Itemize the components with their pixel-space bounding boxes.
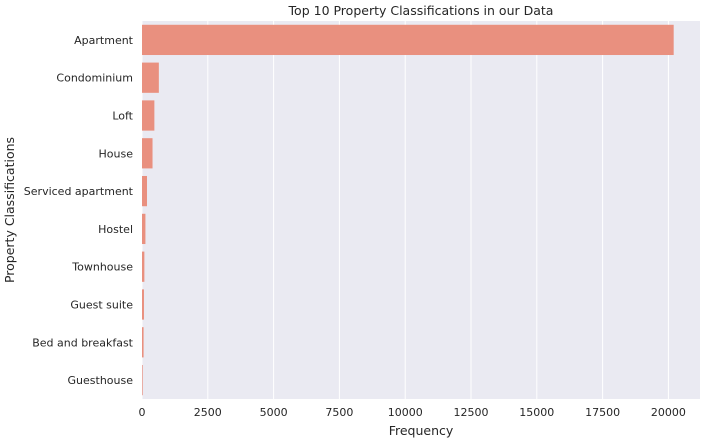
x-tick-label: 0 [139,406,146,419]
bar [142,24,674,56]
y-tick-label: Guesthouse [68,374,134,387]
bar [142,251,145,282]
x-tick-label: 10000 [388,406,423,419]
x-tick-label: 12500 [454,406,489,419]
bar [142,213,146,245]
bar [142,100,155,131]
y-tick-label: House [99,147,134,160]
y-tick-label: Hostel [98,223,133,236]
y-tick-label: Condominium [56,72,133,85]
y-tick-label: Guest suite [70,299,133,312]
chart-title: Top 10 Property Classifications in our D… [288,3,554,18]
x-tick-label: 15000 [519,406,554,419]
x-tick-labels: 0 2500 5000 7500 10000 12500 15000 17500 20000 [139,406,686,419]
gridlines [141,21,669,399]
plot-background [142,21,700,399]
bars [142,24,674,396]
y-tick-label: Apartment [74,34,134,47]
y-axis-label: Property Classifications [2,137,17,283]
x-axis-label: Frequency [389,423,454,438]
bar [142,138,153,169]
y-tick-label: Serviced apartment [24,185,134,198]
y-tick-labels: Apartment Condominium Loft House Serviced ap… [24,34,134,387]
y-tick-label: Townhouse [71,261,133,274]
x-tick-label: 17500 [585,406,620,419]
y-tick-label: Bed and breakfast [32,336,133,349]
bar [142,327,144,358]
x-tick-label: 7500 [325,406,353,419]
bar [142,289,144,320]
bar [142,62,159,93]
bar [142,175,148,207]
bar [142,364,143,396]
x-tick-label: 5000 [260,406,288,419]
y-tick-label: Loft [112,110,133,123]
x-tick-label: 20000 [651,406,686,419]
x-tick-label: 2500 [194,406,222,419]
